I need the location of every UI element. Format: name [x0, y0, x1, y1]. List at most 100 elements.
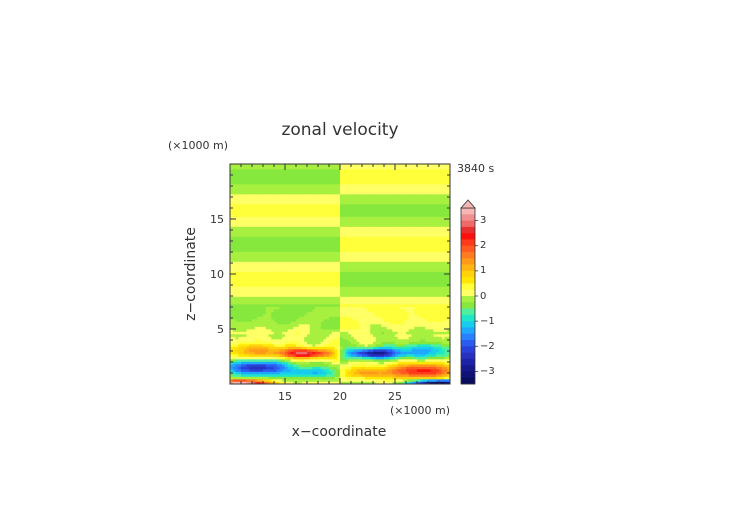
heatmap-cell — [287, 366, 291, 370]
heatmap-cell — [359, 359, 363, 362]
heatmap-cell — [362, 229, 366, 232]
heatmap-cell — [348, 191, 352, 195]
heatmap-cell — [282, 349, 286, 352]
heatmap-cell — [367, 299, 371, 302]
heatmap-cell — [287, 204, 291, 207]
heatmap-cell — [353, 341, 357, 345]
heatmap-cell — [265, 364, 269, 367]
heatmap-cell — [296, 249, 300, 252]
heatmap-cell — [309, 191, 313, 195]
heatmap-cell — [246, 226, 250, 230]
heatmap-cell — [340, 326, 344, 330]
heatmap-cell — [285, 189, 289, 192]
heatmap-cell — [298, 194, 302, 197]
heatmap-cell — [309, 314, 313, 317]
heatmap-cell — [232, 296, 236, 300]
heatmap-cell — [271, 324, 275, 327]
heatmap-cell — [348, 226, 352, 230]
heatmap-cell — [249, 351, 253, 355]
heatmap-cell — [337, 224, 341, 227]
heatmap-cell — [246, 256, 250, 260]
heatmap-cell — [331, 191, 335, 195]
heatmap-cell — [241, 351, 245, 355]
heatmap-cell — [323, 371, 327, 375]
heatmap-cell — [252, 224, 256, 227]
heatmap-cell — [356, 296, 360, 300]
heatmap-cell — [257, 259, 261, 262]
heatmap-cell — [329, 269, 333, 272]
heatmap-cell — [356, 359, 360, 362]
heatmap-cell — [364, 316, 368, 320]
heatmap-cell — [312, 341, 316, 345]
heatmap-cell — [312, 226, 316, 230]
heatmap-cell — [353, 339, 357, 342]
heatmap-cell — [364, 356, 368, 360]
heatmap-cell — [243, 206, 247, 210]
heatmap-cell — [249, 299, 253, 302]
heatmap-cell — [254, 199, 258, 202]
heatmap-cell — [230, 334, 234, 337]
heatmap-cell — [351, 369, 355, 372]
heatmap-cell — [279, 346, 283, 350]
heatmap-cell — [364, 299, 368, 302]
heatmap-cell — [238, 204, 242, 207]
heatmap-cell — [287, 364, 291, 367]
heatmap-cell — [249, 206, 253, 210]
heatmap-cell — [265, 264, 269, 267]
heatmap-cell — [334, 314, 338, 317]
heatmap-cell — [276, 174, 280, 177]
heatmap-cell — [290, 221, 294, 225]
heatmap-cell — [304, 371, 308, 375]
heatmap-cell — [238, 261, 242, 265]
heatmap-cell — [348, 341, 352, 345]
heatmap-cell — [367, 261, 371, 265]
heatmap-cell — [342, 234, 346, 237]
heatmap-cell — [315, 239, 319, 242]
heatmap-cell — [296, 284, 300, 287]
heatmap-cell — [373, 216, 377, 220]
heatmap-cell — [359, 259, 363, 262]
heatmap-cell — [268, 226, 272, 230]
heatmap-cell — [378, 296, 382, 300]
heatmap-cell — [381, 239, 385, 242]
heatmap-cell — [257, 359, 261, 362]
heatmap-cell — [307, 299, 311, 302]
heatmap-cell — [304, 351, 308, 355]
heatmap-cell — [230, 366, 234, 370]
heatmap-cell — [282, 279, 286, 282]
heatmap-cell — [362, 279, 366, 282]
heatmap-cell — [249, 309, 253, 312]
heatmap-cell — [381, 289, 385, 292]
heatmap-cell — [345, 164, 349, 167]
heatmap-cell — [241, 326, 245, 330]
heatmap-cell — [309, 196, 313, 200]
heatmap-cell — [260, 226, 264, 230]
heatmap-cell — [309, 176, 313, 180]
heatmap-cell — [301, 321, 305, 325]
heatmap-cell — [373, 294, 377, 297]
heatmap-cell — [252, 196, 256, 200]
heatmap-cell — [323, 286, 327, 290]
heatmap-cell — [274, 304, 278, 307]
heatmap-cell — [301, 319, 305, 322]
heatmap-cell — [312, 304, 316, 307]
heatmap-cell — [243, 274, 247, 277]
heatmap-cell — [252, 266, 256, 270]
heatmap-cell — [329, 239, 333, 242]
heatmap-cell — [307, 174, 311, 177]
heatmap-cell — [334, 334, 338, 337]
heatmap-cell — [287, 246, 291, 250]
heatmap-cell — [318, 376, 322, 380]
heatmap-cell — [243, 301, 247, 305]
heatmap-cell — [254, 356, 258, 360]
heatmap-cell — [378, 301, 382, 305]
heatmap-cell — [232, 201, 236, 205]
heatmap-cell — [318, 276, 322, 280]
heatmap-cell — [279, 181, 283, 185]
heatmap-cell — [235, 371, 239, 375]
heatmap-cell — [359, 249, 363, 252]
heatmap-cell — [246, 291, 250, 295]
heatmap-cell — [367, 274, 371, 277]
heatmap-cell — [307, 296, 311, 300]
heatmap-cell — [271, 204, 275, 207]
